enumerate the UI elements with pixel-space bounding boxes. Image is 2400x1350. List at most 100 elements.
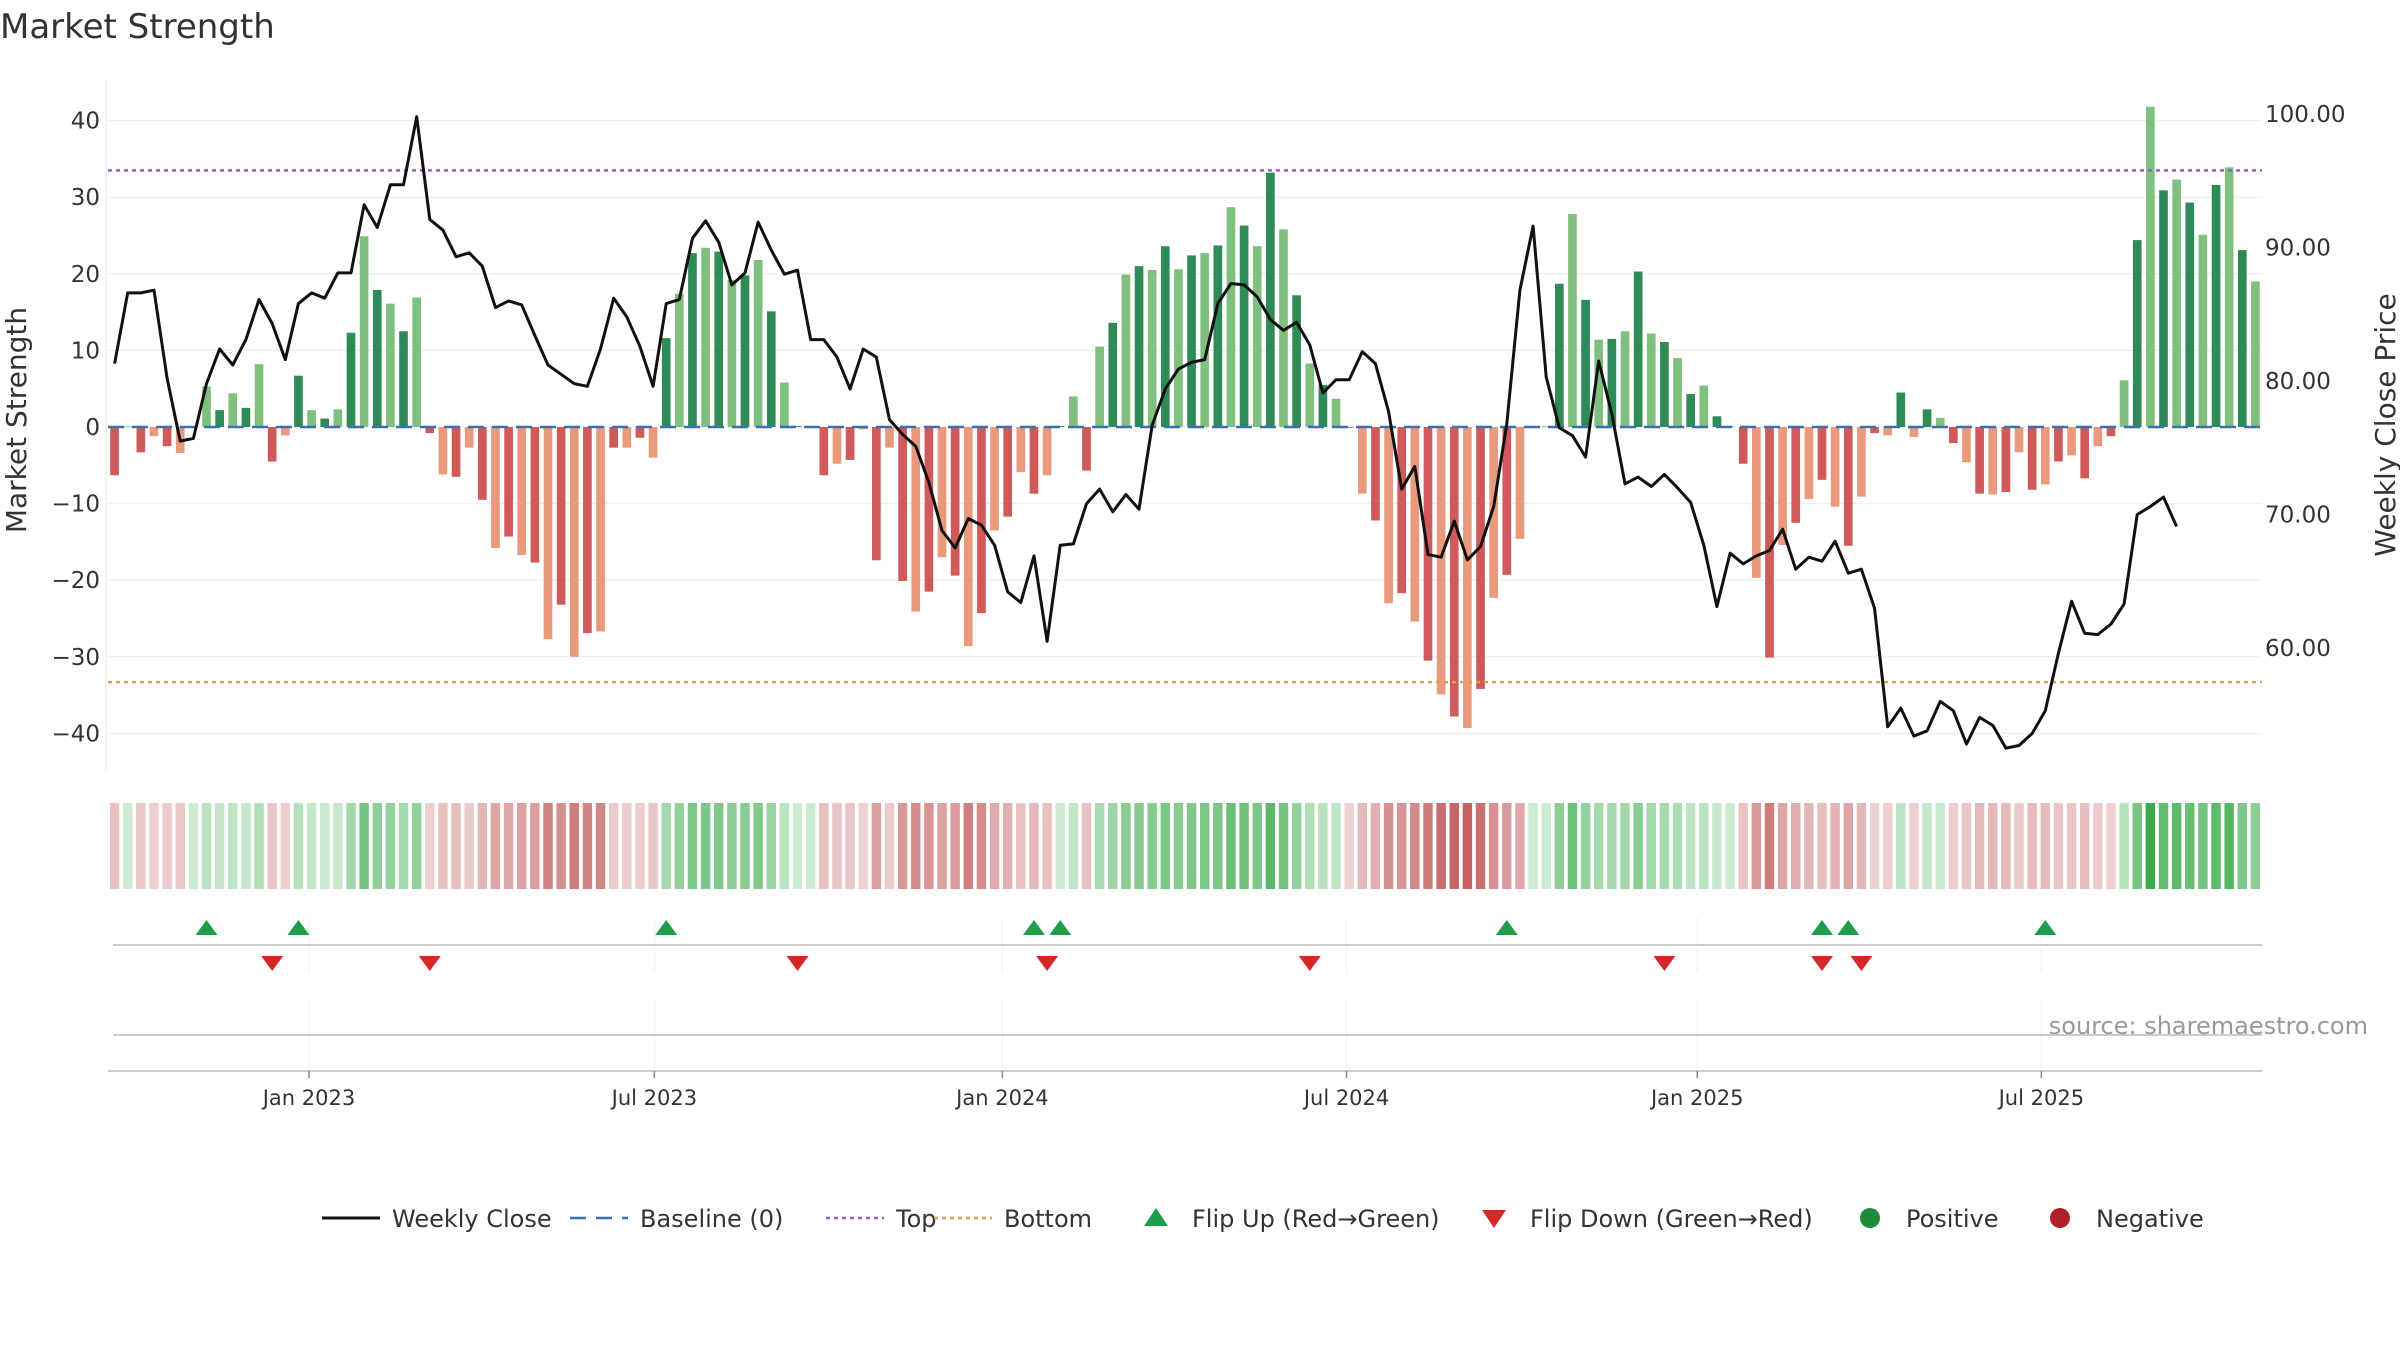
strength-bar [1042,427,1052,476]
heat-cell [1646,803,1656,889]
heat-cell [661,803,671,889]
heat-cell [687,803,698,889]
heat-cell [1081,803,1092,889]
heat-cell [1383,803,1394,889]
heat-cell [1226,803,1236,889]
heat-cell [503,803,514,889]
strength-bar [386,303,395,427]
heat-cell [1948,803,1959,889]
heat-cell [228,803,238,889]
heat-cell [963,803,974,889]
left-tick-label: 10 [71,338,100,364]
heat-cell [1265,803,1276,889]
strength-bar [2080,427,2090,479]
strength-bar [1896,392,1906,427]
strength-bar [504,427,513,537]
strength-bar [1357,427,1367,494]
strength-bar [1673,358,1682,427]
strength-bar [1699,385,1709,427]
strength-bar [451,427,461,477]
strength-bar [1226,207,1236,427]
heat-cell [2198,803,2208,889]
strength-bar [1541,426,1551,427]
heat-cell [1108,803,1118,889]
strength-bar [2054,427,2063,462]
strength-bar [977,427,986,614]
heat-cell [871,803,882,889]
heat-cell [280,803,291,889]
heat-cell [937,803,947,889]
heat-cell [464,803,474,889]
x-tick-label: Jul 2023 [610,1086,697,1110]
reference-lines [108,169,2262,684]
heat-cell [306,803,317,889]
heat-cell [622,803,632,889]
heat-cell [884,803,895,889]
heat-cell [805,803,816,889]
heat-cell [2040,803,2051,889]
strength-bar [963,427,973,647]
strength-bar [1239,225,1249,427]
strength-bar [1266,172,1275,427]
heat-cell [1134,803,1144,889]
strength-bar [1384,427,1393,604]
heat-cell [1725,803,1735,889]
strength-bar [307,410,316,427]
strength-bar [202,386,211,427]
heat-cell [241,803,251,889]
strength-bar [1581,299,1590,427]
flip-up-marker [195,920,218,935]
heat-cell [2079,803,2090,889]
heat-cell [1331,803,1341,889]
x-tick-label: Jul 2024 [1302,1086,1389,1110]
strength-bar [1082,427,1091,471]
flip-markers-panel [113,918,2262,1068]
left-tick-label: 0 [85,415,100,441]
left-tick-label: −40 [51,721,100,747]
heat-cell [714,803,724,889]
heat-cell [582,803,593,889]
heat-cell [556,803,566,889]
heat-cell [1791,803,1801,889]
strength-bar [740,275,750,427]
heat-cell [1423,803,1433,889]
strength-bar [1633,271,1643,427]
strength-bar [1660,341,1669,427]
legend-item: Positive [1860,1205,1999,1233]
heat-cell [1488,803,1499,889]
strength-bar [2001,427,2011,493]
heat-cell [989,803,1000,889]
heat-cell [2250,803,2261,889]
flip-up-marker [1022,920,1045,935]
strength-bar [280,427,290,436]
right-tick-label: 60.00 [2265,636,2331,662]
heat-cell [1777,803,1788,889]
heat-cell [1830,803,1840,889]
heat-cell [1252,803,1262,889]
strength-bar [1160,246,1170,427]
strength-bar [1554,283,1564,427]
strength-bar [399,331,408,427]
heat-cell [1882,803,1893,889]
heat-cell [2237,803,2248,889]
strength-bar [2185,202,2195,427]
strength-bar [1279,229,1288,427]
heat-cell [1699,803,1709,889]
heat-cell [398,803,409,889]
legend-label: Flip Up (Red→Green) [1192,1205,1440,1233]
right-tick-label: 100.00 [2265,102,2345,128]
strength-bar [1883,427,1893,436]
heat-cell [1278,803,1289,889]
heat-cell [1055,803,1065,889]
strength-bar [898,427,907,581]
heat-cell [648,803,658,889]
legend-label: Bottom [1004,1205,1092,1233]
weekly-close-path [113,115,2178,750]
strength-bar [1305,363,1315,427]
heat-cell [2185,803,2195,889]
heat-cell [569,803,579,889]
strength-bar [2014,427,2024,453]
heat-cell [1094,803,1105,889]
heat-cell [766,803,777,889]
strength-bar [2119,380,2129,427]
